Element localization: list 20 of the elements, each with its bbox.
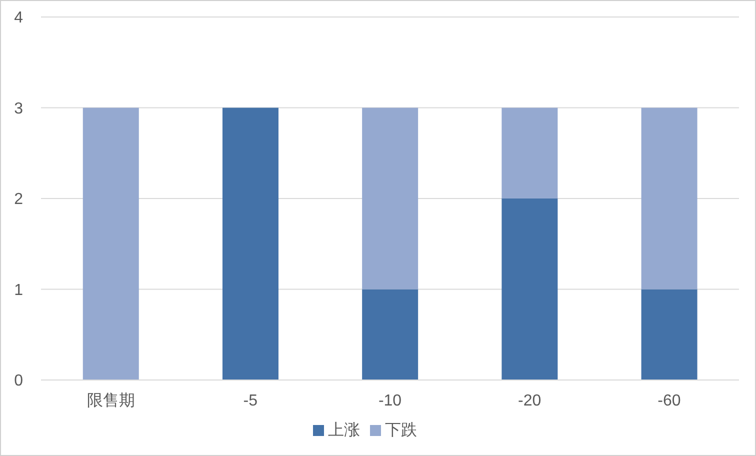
x-tick-label: -5 [243, 392, 258, 410]
bar [82, 108, 139, 380]
y-tick-label: 0 [14, 372, 24, 390]
bar [502, 198, 558, 380]
bar [502, 108, 558, 198]
legend-label: 下跌 [385, 422, 417, 439]
bar [362, 289, 418, 380]
bar [222, 108, 278, 380]
x-tick-label: 限售期 [86, 391, 135, 410]
x-tick-label: -20 [518, 392, 542, 410]
y-tick-label: 2 [14, 191, 24, 208]
bar [641, 108, 698, 290]
y-tick-label: 1 [14, 282, 24, 299]
bar [641, 289, 698, 380]
legend-label: 上涨 [328, 422, 360, 439]
y-tick-label: 3 [14, 100, 24, 118]
x-tick-label: -10 [378, 392, 402, 410]
x-tick-label: -60 [658, 392, 681, 410]
bar [362, 108, 418, 290]
y-tick-label: 4 [14, 10, 24, 27]
